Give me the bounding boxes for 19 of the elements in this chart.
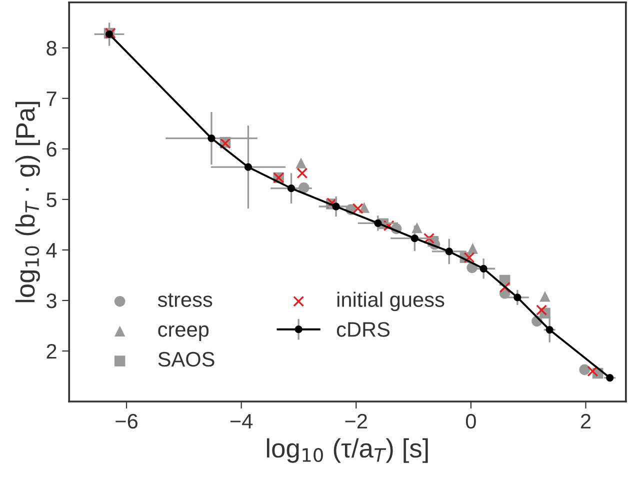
x-axis-title: log$_{10}$ (τ/a$_{T}$) [s]	[266, 438, 428, 463]
y-axis-title: log$_{10}$ (b$_{T}$ · g) [Pa]	[15, 102, 40, 302]
y-tick-label: 7	[46, 92, 56, 106]
legend-label: initial guess	[337, 292, 444, 312]
legend-label: creep	[158, 325, 209, 341]
x-tick-label: −2	[345, 414, 367, 428]
y-tick-label: 5	[46, 192, 56, 208]
legend-label: stress	[158, 293, 212, 308]
x-tick-label: −6	[116, 414, 138, 429]
x-tick-label: 2	[580, 414, 590, 428]
y-tick-label: 2	[46, 344, 56, 359]
legend-label: SAOS	[158, 352, 214, 367]
legend-label: cDRS	[336, 322, 390, 337]
y-tick-label: 3	[46, 293, 56, 308]
y-tick-label: 6	[46, 142, 56, 157]
y-tick-label: 8	[46, 40, 56, 56]
y-tick-label: 4	[46, 243, 57, 258]
x-tick-label: −4	[230, 414, 253, 428]
x-tick-label: 0	[466, 414, 476, 429]
